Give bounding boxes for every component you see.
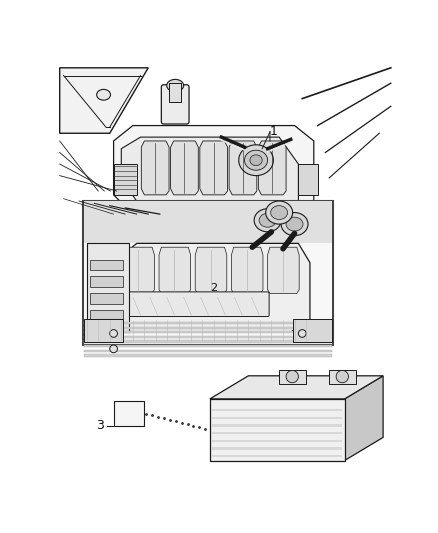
Circle shape bbox=[110, 329, 117, 337]
Bar bbox=[293, 319, 332, 342]
Bar bbox=[85, 336, 332, 338]
Text: 2: 2 bbox=[210, 282, 217, 293]
Text: 1: 1 bbox=[270, 125, 278, 138]
Bar bbox=[212, 432, 342, 434]
Bar bbox=[85, 319, 123, 342]
Ellipse shape bbox=[167, 79, 184, 92]
Polygon shape bbox=[231, 247, 263, 294]
Ellipse shape bbox=[271, 206, 288, 220]
Bar bbox=[84, 202, 332, 344]
Bar bbox=[85, 341, 332, 343]
Ellipse shape bbox=[250, 155, 262, 166]
Ellipse shape bbox=[244, 150, 268, 170]
Bar bbox=[212, 440, 342, 442]
FancyBboxPatch shape bbox=[127, 292, 269, 317]
Polygon shape bbox=[258, 141, 286, 195]
Ellipse shape bbox=[97, 90, 110, 100]
Bar bbox=[298, 164, 318, 195]
Bar bbox=[212, 455, 342, 457]
Polygon shape bbox=[195, 247, 227, 294]
Polygon shape bbox=[329, 370, 356, 384]
Circle shape bbox=[336, 370, 349, 383]
Bar bbox=[87, 244, 129, 332]
Bar bbox=[210, 399, 345, 461]
Bar bbox=[85, 350, 332, 352]
Bar bbox=[212, 424, 342, 426]
Bar bbox=[85, 322, 332, 324]
Bar bbox=[91, 277, 123, 287]
Polygon shape bbox=[113, 126, 314, 214]
Ellipse shape bbox=[281, 213, 308, 236]
Circle shape bbox=[110, 345, 117, 353]
Ellipse shape bbox=[254, 209, 281, 232]
Bar bbox=[91, 260, 123, 270]
Bar bbox=[83, 201, 333, 345]
Bar bbox=[84, 201, 332, 244]
Polygon shape bbox=[345, 376, 383, 461]
Bar bbox=[85, 354, 332, 357]
Polygon shape bbox=[60, 68, 148, 133]
Bar bbox=[169, 83, 181, 102]
Circle shape bbox=[298, 329, 306, 337]
Polygon shape bbox=[229, 141, 257, 195]
Bar bbox=[113, 401, 145, 426]
Polygon shape bbox=[200, 141, 228, 195]
Polygon shape bbox=[113, 244, 310, 332]
Polygon shape bbox=[210, 376, 383, 399]
Polygon shape bbox=[121, 137, 298, 206]
Bar bbox=[85, 331, 332, 334]
Polygon shape bbox=[170, 141, 198, 195]
Bar bbox=[212, 417, 342, 419]
Ellipse shape bbox=[239, 145, 273, 175]
Polygon shape bbox=[159, 247, 191, 294]
Polygon shape bbox=[141, 141, 169, 195]
Bar bbox=[212, 447, 342, 450]
Polygon shape bbox=[279, 370, 306, 384]
Polygon shape bbox=[268, 247, 299, 294]
Ellipse shape bbox=[286, 217, 303, 231]
Bar bbox=[91, 310, 123, 321]
Polygon shape bbox=[123, 247, 155, 294]
Circle shape bbox=[286, 370, 298, 383]
Bar bbox=[85, 345, 332, 348]
Bar bbox=[113, 164, 137, 195]
Bar bbox=[212, 409, 342, 411]
Bar bbox=[85, 327, 332, 329]
Ellipse shape bbox=[259, 213, 276, 227]
FancyBboxPatch shape bbox=[161, 85, 189, 124]
Text: 3: 3 bbox=[96, 419, 104, 432]
Ellipse shape bbox=[266, 201, 293, 224]
Bar bbox=[91, 294, 123, 304]
